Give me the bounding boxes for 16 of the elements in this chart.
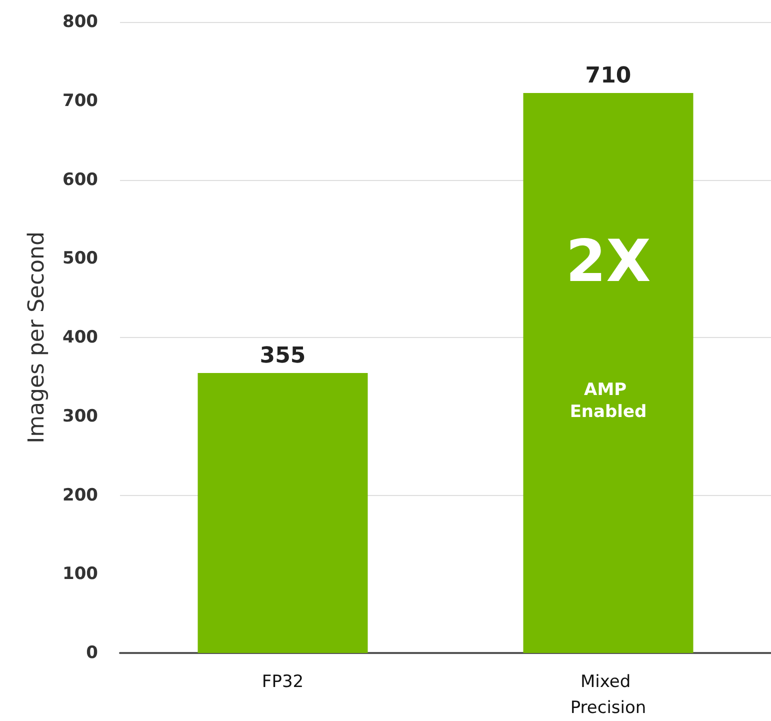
- x-tick-label: FP32: [262, 672, 304, 692]
- data-label: 710: [585, 63, 632, 88]
- y-tick-label: 800: [62, 12, 98, 32]
- x-tick-label: Mixed Precision: [570, 672, 646, 718]
- y-tick-label: 0: [86, 643, 98, 663]
- y-tick-label: 400: [62, 328, 98, 348]
- y-tick-label: 200: [62, 485, 98, 506]
- y-tick-label: 100: [62, 564, 98, 584]
- y-tick-label: 500: [62, 248, 98, 269]
- annotation: 2X: [566, 226, 651, 295]
- y-axis-title: Images per Second: [24, 232, 50, 444]
- data-label: 355: [260, 343, 306, 368]
- y-tick-label: 300: [62, 406, 98, 426]
- y-tick-label: 700: [62, 90, 98, 111]
- y-tick-label: 600: [62, 170, 98, 190]
- annotation: AMP Enabled: [570, 380, 647, 422]
